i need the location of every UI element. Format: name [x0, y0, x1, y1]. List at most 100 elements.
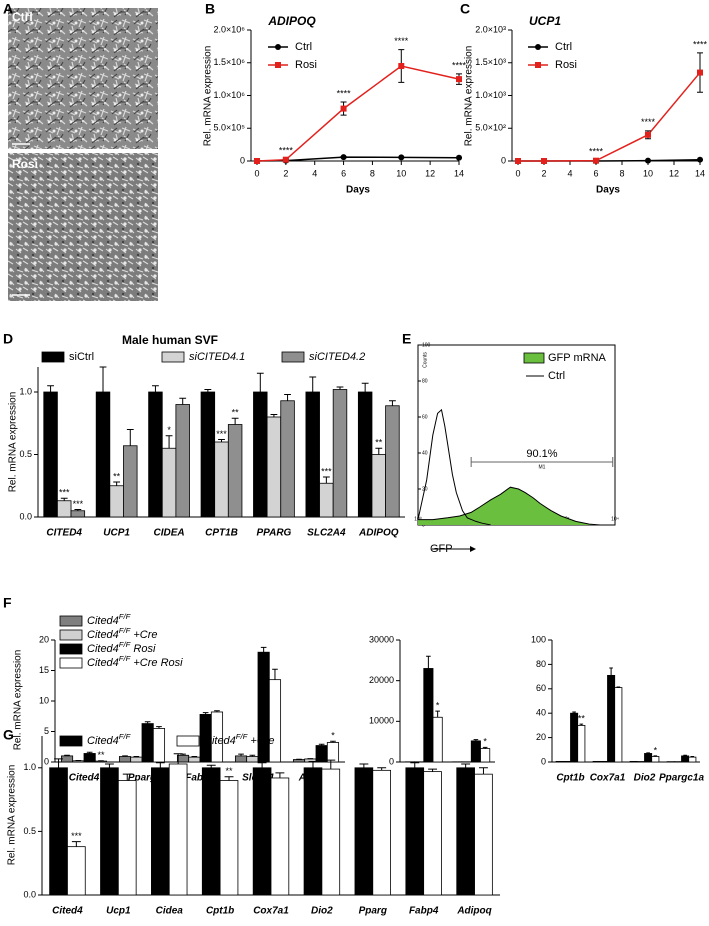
y-tick-label: 100	[531, 634, 546, 644]
error-bar	[272, 668, 278, 680]
legend-label: Cited4F/F Rosi	[87, 640, 156, 655]
bar	[321, 768, 341, 896]
bar	[562, 760, 571, 763]
x-axis-label: Days	[346, 185, 370, 196]
error-bar	[461, 763, 471, 768]
label-part: +Cre	[247, 735, 274, 747]
x-tick-label: 0	[254, 168, 259, 178]
x-tick-label: 4	[312, 168, 317, 178]
legend-marker	[275, 44, 281, 50]
category-label: Cox7a1	[253, 906, 289, 917]
bar	[270, 777, 290, 896]
error-bar	[426, 655, 431, 669]
x-tick-label: 14	[454, 168, 464, 178]
x-tick-label: 10	[643, 168, 653, 178]
significance: ****	[693, 39, 708, 49]
x-tick-label: 14	[695, 168, 705, 178]
y-tick-label: 10	[39, 695, 49, 705]
label-part: Cited4	[87, 615, 119, 627]
series-line	[418, 486, 601, 526]
bar	[227, 424, 243, 518]
chart-title: ADIPOQ	[267, 14, 316, 28]
significance: ****	[337, 88, 352, 98]
y-tick-label: 0	[541, 756, 546, 766]
bar	[432, 716, 443, 763]
x-tick-label: 10	[396, 168, 406, 178]
legend-swatch	[281, 351, 305, 363]
significance: *	[167, 425, 171, 435]
bar	[130, 756, 143, 763]
bar	[629, 760, 638, 763]
bar	[599, 760, 608, 763]
category-label: ADIPOQ	[358, 528, 399, 539]
y-tick-label: 100	[422, 342, 431, 348]
error-bar	[214, 710, 220, 712]
legend-label: GFP mRNA	[548, 352, 607, 364]
error-bar	[377, 767, 387, 771]
legend-swatch	[523, 352, 545, 364]
error-bar	[284, 394, 291, 401]
significance: ****	[589, 147, 604, 157]
significance: **	[226, 766, 234, 776]
bar	[292, 759, 306, 763]
y-tick-label: 5	[44, 726, 49, 736]
bar	[148, 391, 163, 518]
legend-swatch	[59, 643, 83, 655]
category-label: Fabp4	[409, 906, 439, 917]
x-tick-label: 8	[619, 168, 624, 178]
error-bar	[308, 760, 318, 768]
legend-swatch	[59, 735, 83, 747]
error-bar	[683, 754, 687, 756]
bar	[214, 441, 229, 518]
significance: *	[436, 701, 440, 711]
legend-label: siCtrl	[69, 351, 94, 363]
bar	[570, 712, 579, 763]
error-bar	[126, 429, 134, 446]
bar	[188, 756, 201, 763]
bar	[305, 391, 320, 518]
bar	[592, 760, 601, 763]
error-bar	[249, 754, 256, 757]
marker	[645, 131, 651, 138]
x-tick-label: 2	[541, 168, 546, 178]
image-label: Rosi	[12, 157, 38, 171]
error-bar	[104, 763, 114, 768]
error-bar	[389, 400, 396, 406]
bar	[303, 767, 323, 896]
category-label: SLC2A4	[307, 528, 346, 539]
label-part: +Cre Rosi	[130, 657, 183, 669]
x-tick-label: 8	[370, 168, 375, 178]
bar	[117, 780, 137, 896]
y-tick-label: 1.0×10³	[475, 90, 506, 100]
bar	[95, 391, 111, 518]
error-bar	[122, 755, 128, 757]
label-part: F/F	[119, 654, 132, 663]
marker	[282, 156, 289, 163]
x-tick-label: 0	[515, 168, 520, 178]
y-tick-label: 1.5×10³	[475, 57, 506, 67]
error-bar	[165, 435, 173, 449]
panel-letter: F	[3, 595, 12, 611]
marker	[697, 69, 703, 76]
significance: ****	[641, 117, 656, 127]
bar	[280, 400, 295, 518]
legend-marker	[535, 62, 541, 68]
category-label: Pparg	[359, 906, 387, 917]
y-tick-label: 60	[422, 414, 428, 420]
image-label: Ctrl	[12, 10, 33, 24]
label-part: Cited4	[87, 657, 119, 669]
gate	[470, 457, 614, 467]
legend-swatch	[59, 629, 83, 641]
error-bar	[54, 758, 63, 768]
significance: **	[97, 750, 105, 760]
y-tick-label: 2.0×10³	[475, 24, 506, 34]
marker	[254, 158, 260, 164]
error-bar	[144, 721, 151, 724]
category-label: CITED4	[46, 528, 82, 539]
series-line	[417, 408, 491, 526]
error-bar	[361, 382, 369, 392]
bar	[319, 482, 334, 518]
bar	[49, 767, 68, 896]
significance: ***	[321, 466, 332, 476]
error-bar	[191, 756, 198, 758]
